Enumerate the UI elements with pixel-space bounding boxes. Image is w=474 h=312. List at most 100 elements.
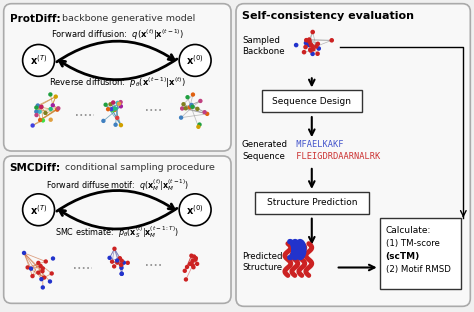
Point [36,109,44,114]
Point [33,109,40,114]
Point [42,110,49,115]
Point [192,256,200,261]
Point [186,261,194,266]
Point [184,95,191,100]
Text: $\mathbf{x}^{(T)}$: $\mathbf{x}^{(T)}$ [30,54,47,67]
Text: (1) TM-score: (1) TM-score [385,239,439,248]
Point [47,117,55,122]
Point [182,277,190,282]
Point [107,102,114,107]
Point [305,37,313,42]
Point [302,45,310,50]
Point [314,51,321,56]
Text: conditional sampling procedure: conditional sampling procedure [58,163,214,172]
Point [306,39,313,44]
Point [112,122,119,127]
Point [118,258,126,263]
Point [35,270,42,275]
Point [37,104,45,109]
Point [108,107,115,112]
Point [189,263,197,268]
Point [36,117,44,122]
Point [39,269,46,274]
Point [102,102,109,107]
Point [193,261,201,266]
Point [314,41,322,46]
Point [37,277,45,282]
Point [178,106,186,111]
Point [309,30,317,35]
Circle shape [23,45,55,76]
Point [111,107,118,112]
Point [108,259,116,264]
Point [113,260,121,265]
Point [312,44,320,49]
Point [109,108,116,113]
Point [104,107,112,112]
Point [39,266,46,271]
Point [117,100,124,105]
Point [189,104,196,109]
Point [118,271,126,276]
Text: Self-consistency evaluation: Self-consistency evaluation [242,11,414,21]
Point [305,42,313,47]
Point [188,253,195,258]
Text: Sequence Design: Sequence Design [272,97,351,106]
Text: Sequence: Sequence [242,152,285,161]
Text: FLEIGDRDAARNALRK: FLEIGDRDAARNALRK [291,152,380,161]
Text: Sampled
Backbone: Sampled Backbone [242,36,284,56]
Point [55,106,62,111]
Point [46,279,54,284]
Text: Generated: Generated [242,140,288,149]
Point [191,257,199,262]
Point [114,100,121,105]
Point [49,103,56,108]
Point [100,118,107,123]
Point [189,258,196,263]
Point [37,264,45,269]
Text: (2) Motif RMSD: (2) Motif RMSD [385,265,450,274]
Point [189,92,197,97]
Point [33,105,40,110]
Point [47,106,55,111]
Point [46,92,54,97]
FancyBboxPatch shape [4,156,231,303]
Point [110,264,118,269]
Text: Forward diffusion:  $q(\mathbf{x}^{(t)}|\mathbf{x}^{(t-1)})$: Forward diffusion: $q(\mathbf{x}^{(t)}|\… [51,27,184,42]
Point [197,99,204,104]
Point [29,274,36,279]
Point [39,118,47,123]
Point [117,104,125,109]
Point [106,255,113,260]
Point [195,124,202,129]
Point [315,46,322,51]
Point [310,47,317,52]
Text: $\mathbf{x}^{(0)}$: $\mathbf{x}^{(0)}$ [186,203,204,217]
Circle shape [179,194,211,226]
Point [308,43,316,48]
Point [190,265,197,270]
Point [292,42,300,47]
Point [183,265,191,270]
Point [27,266,35,271]
Point [186,105,193,110]
Text: SMCDiff:: SMCDiff: [9,163,61,173]
Text: $\mathbf{x}^{(T)}$: $\mathbf{x}^{(T)}$ [30,203,47,217]
Point [24,265,31,270]
Point [115,101,123,106]
Point [307,47,314,52]
Point [109,100,117,105]
Text: ProtDiff:: ProtDiff: [9,14,60,24]
Point [181,268,189,273]
Point [188,102,195,107]
Text: Calculate:: Calculate: [385,226,431,235]
Point [196,122,203,127]
Point [54,107,61,112]
Point [111,106,119,111]
FancyBboxPatch shape [236,4,470,306]
Point [182,106,190,111]
Point [20,251,28,256]
Text: Structure Prediction: Structure Prediction [266,198,357,207]
Bar [255,192,369,214]
Point [33,113,40,118]
